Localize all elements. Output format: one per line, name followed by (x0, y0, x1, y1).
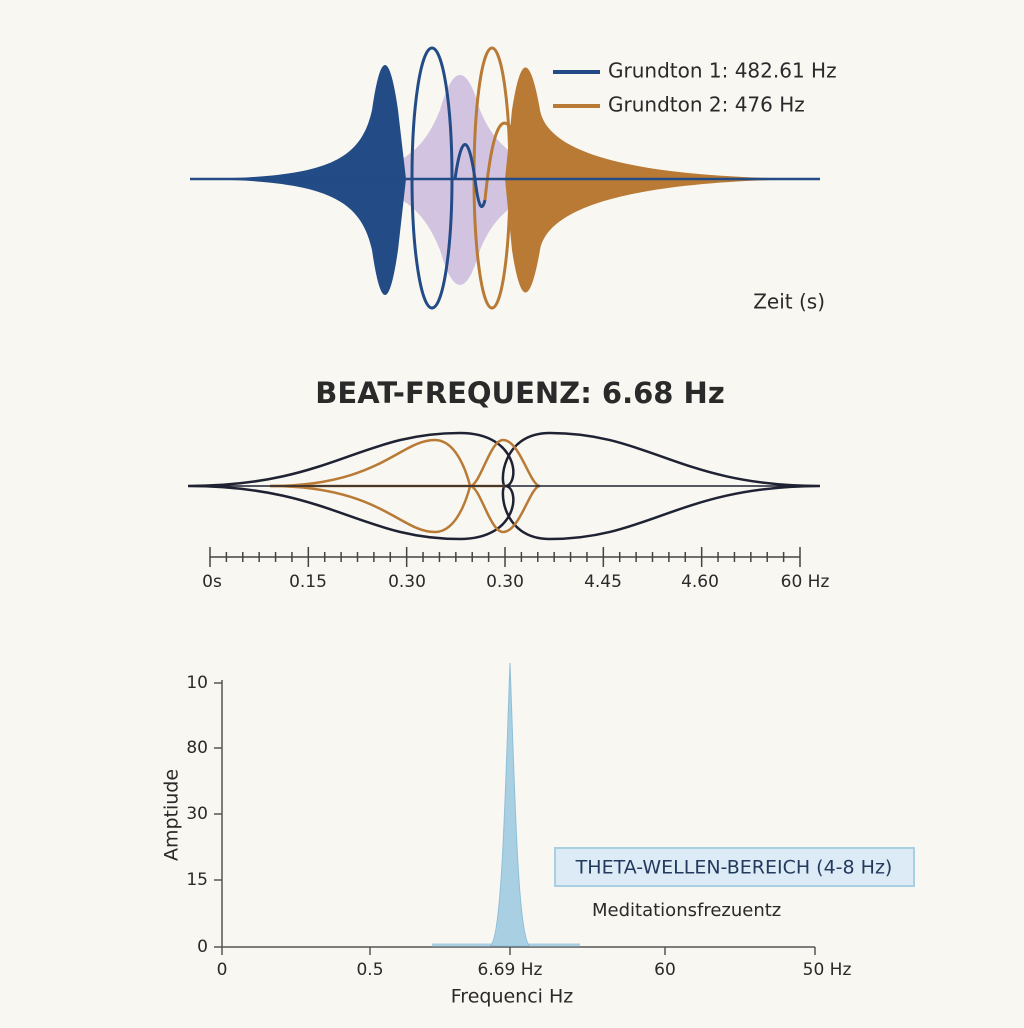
ruler-label: 4.45 (584, 572, 622, 592)
ticks: 10 80 30 15 00 0.5 6.69 Hz 60 50 Hz (186, 673, 851, 980)
spectrum: 10 80 30 15 00 0.5 6.69 Hz 60 50 Hz Amptiude Fre… (161, 662, 915, 1008)
y-axis-label: Amptiude (161, 769, 183, 861)
waveforms: Grundton 1: 482.61 Hz Grundton 2: 476 Hz… (190, 46, 837, 314)
beat-title: BEAT-FREQUENZ: 6.68 Hz (315, 376, 724, 410)
note: Meditationsfrezuentz (592, 900, 781, 921)
x-tick-label: 0 (217, 960, 228, 980)
beat-curves (187, 431, 821, 541)
y-tick-label: 80 (186, 738, 208, 758)
orange-curve (269, 438, 541, 534)
ruler-label: 0.15 (289, 572, 327, 592)
x-axis-label: Frequenci Hz (451, 986, 574, 1008)
ruler-label: 0.30 (388, 572, 426, 592)
ruler-label: 4.60 (681, 572, 719, 592)
ruler: 0s 0.15 0.30 0.30 4.45 4.60 60 Hz (202, 547, 829, 592)
beat: BEAT-FREQUENZ: 6.68 Hz 0s 0.15 0.30 0.30 4.4… (187, 376, 829, 592)
band-label: THETA-WELLEN-BEREICH (4-8 Hz) (575, 857, 893, 879)
y-tick-label: 30 (186, 804, 208, 824)
legend-entry: Grundton 2: 476 Hz (608, 93, 805, 117)
y-tick-label: 0 (197, 937, 208, 957)
peak (489, 662, 531, 947)
x-tick-label: 0.5 (356, 960, 383, 980)
y-tick-label: 15 (186, 870, 208, 890)
band-box (554, 847, 915, 887)
x-tick-label: 60 (654, 960, 676, 980)
orange-inner (483, 121, 514, 201)
ruler-label: 0.30 (486, 572, 524, 592)
axis-label: Zeit (s) (753, 290, 825, 314)
x-tick-label: 6.69 Hz (478, 960, 543, 980)
envelope (187, 431, 821, 541)
ruler-label: 60 Hz (781, 572, 830, 592)
x-tick-label: 50 Hz (803, 960, 852, 980)
y-tick-label: 10 (186, 673, 208, 693)
legend-entry: Grundton 1: 482.61 Hz (608, 59, 837, 83)
ruler-label: 0s (202, 572, 222, 592)
